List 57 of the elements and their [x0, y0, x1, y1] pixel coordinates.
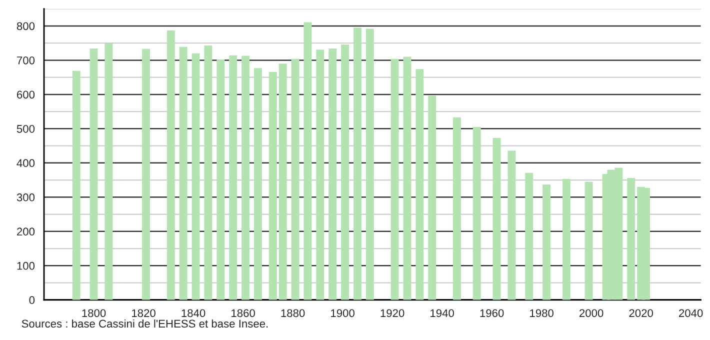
x-tick-label: 1900 [331, 309, 354, 318]
bar [291, 58, 300, 300]
bar [525, 172, 534, 300]
x-tick-label: 1940 [430, 309, 454, 318]
bar [242, 56, 250, 300]
bar [416, 69, 424, 300]
bar [562, 179, 570, 300]
y-tick-label: 600 [17, 90, 35, 99]
y-tick-label: 100 [17, 262, 35, 270]
bar [72, 70, 80, 300]
bar [390, 58, 399, 300]
bar [254, 68, 262, 300]
y-tick-label: 500 [16, 124, 35, 133]
x-tick-label: 2040 [679, 309, 703, 318]
bar [179, 46, 188, 300]
bar [192, 53, 200, 300]
x-tick-label: 1880 [281, 309, 305, 318]
x-tick-label: 1820 [132, 309, 156, 318]
y-tick-label: 300 [16, 193, 35, 202]
bar [403, 56, 412, 300]
x-tick-label: 1980 [530, 309, 554, 318]
bar [366, 28, 374, 300]
bar [627, 178, 636, 300]
bar [542, 184, 551, 300]
x-tick-label: 1840 [182, 309, 206, 318]
y-tick-label: 0 [29, 296, 35, 304]
bar [229, 55, 238, 300]
bar [268, 72, 277, 300]
bar [216, 60, 225, 300]
y-tick-label: 800 [16, 22, 35, 30]
bar [278, 64, 287, 300]
bar [90, 48, 98, 300]
bar [104, 43, 113, 300]
bar [508, 150, 516, 300]
source-note: Sources : base Cassini de l'EHESS et base Insee. [22, 319, 268, 328]
bar [584, 182, 593, 300]
bar [316, 50, 324, 300]
bar [452, 117, 461, 300]
x-tick-label: 1800 [82, 309, 106, 318]
bar [492, 138, 501, 300]
bar [353, 28, 362, 300]
x-tick-label: 1920 [380, 309, 404, 318]
x-tick-label: 1860 [232, 309, 255, 318]
bar [428, 96, 436, 300]
bar [166, 30, 175, 300]
bar [472, 126, 481, 300]
bar [304, 22, 312, 300]
bar [142, 48, 150, 300]
x-tick-label: 1960 [480, 309, 504, 318]
x-tick-label: 2020 [629, 309, 653, 318]
y-tick-label: 700 [17, 56, 35, 64]
bar [328, 48, 337, 300]
y-tick-label: 200 [17, 228, 35, 236]
bar [341, 44, 350, 300]
y-tick-label: 400 [16, 159, 35, 168]
x-tick-label: 2000 [580, 309, 604, 318]
bar [204, 45, 212, 300]
